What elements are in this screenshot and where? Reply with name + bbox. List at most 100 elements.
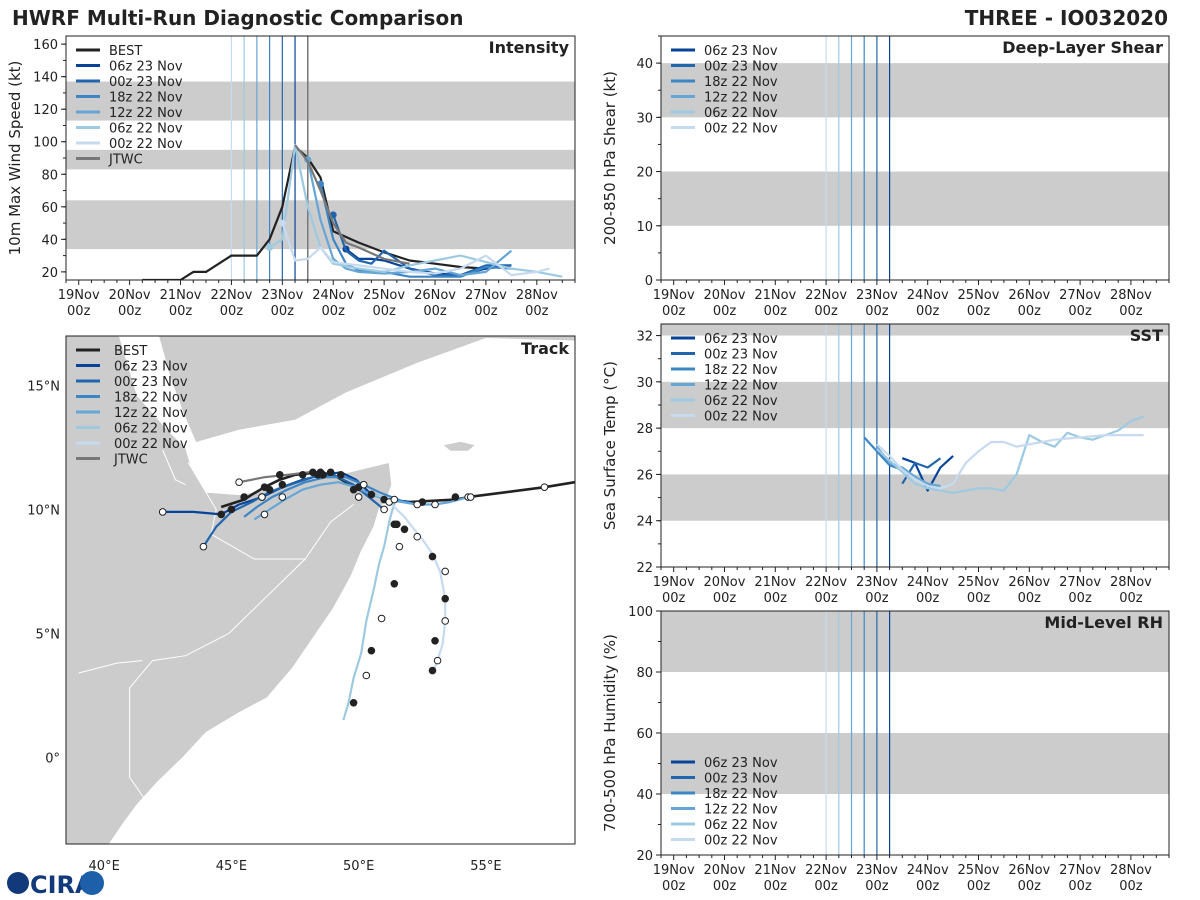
storm-id: THREE - IO032020 [965,6,1168,30]
x-tick-hour-label: 00z [814,591,838,606]
track-position-12z-22-nov [354,493,363,501]
category-band-1 [661,63,1169,118]
x-tick-day-label: 28Nov [1110,288,1152,303]
series-group [863,415,1144,494]
track-position-06z-22-nov [349,698,358,707]
x-tick-hour-label: 00z [372,304,396,319]
y-tick-label: 28 [636,422,653,437]
map-lon-label: 55°E [470,859,501,874]
legend-label-18z-22-nov: 18z 22 Nov [109,91,183,106]
legend-label-12z-22-nov: 12z 22 Nov [109,106,183,121]
track-position-06z-23-nov [217,510,226,519]
x-tick-day-label: 24Nov [907,288,949,303]
x-tick-hour-label: 00z [525,304,549,319]
series-start-point-00z-22-nov [278,219,286,227]
track-position-00z-22-nov [413,532,422,541]
map-lat-label: 15°N [27,380,60,395]
cira-logo-swirl-icon [80,871,104,895]
track-position-06z-22-nov [390,580,399,588]
country-border-2 [78,660,143,674]
map-lat-label: 0° [45,751,60,766]
track-position-06z-22-nov [395,542,404,551]
legend-label-12z-22-nov: 12z 22 Nov [704,379,778,394]
category-band-0 [661,474,1169,521]
x-tick-hour-label: 00z [220,304,244,319]
track-position-06z-23-nov [367,490,376,499]
landmass-arabian-peninsula [158,336,575,444]
y-tick-label: 22 [636,561,653,576]
series-line-00z-22-nov [876,434,1144,490]
x-tick-hour-label: 00z [1119,879,1143,894]
y-tick-label: 10 [636,220,653,235]
x-tick-day-label: 28Nov [1110,575,1152,590]
x-tick-hour-label: 00z [764,304,788,319]
legend-label-06z-22-nov: 06z 22 Nov [704,394,778,409]
legend-label-00z-22-nov: 00z 22 Nov [704,122,778,137]
x-tick-hour-label: 00z [662,304,686,319]
legend-label-18z-22-nov: 18z 22 Nov [704,75,778,90]
legend-label-06z-23-nov: 06z 23 Nov [704,44,778,59]
x-tick-day-label: 21Nov [754,863,796,878]
x-tick-day-label: 27Nov [1059,288,1101,303]
y-tick-label: 60 [41,201,58,216]
y-tick-label: 0 [645,274,653,289]
track-position-18z-22-nov [359,480,368,489]
series-line-00z-23-nov [332,214,512,277]
x-tick-hour-label: 00z [764,879,788,894]
sst-panel: 22242628303219Nov00z20Nov00z21Nov00z22No… [601,323,1170,606]
x-tick-hour-label: 00z [865,879,889,894]
y-tick-label: 60 [636,727,653,742]
series-line-06z-22-nov [269,143,563,278]
legend-label-06z-23-nov: 06z 23 Nov [704,332,778,347]
y-tick-label: 32 [636,330,653,345]
panel-title: SST [1130,326,1163,345]
track-position-best [240,493,248,501]
x-tick-hour-label: 00z [916,879,940,894]
series-line-18z-22-nov [319,183,512,278]
track-position-00z-23-nov [265,485,274,494]
y-axis-label: 200-850 hPa Shear (kt) [601,71,619,245]
figure-title: HWRF Multi-Run Diagnostic Comparison [12,6,463,30]
track-position-06z-22-nov [377,614,386,623]
x-tick-day-label: 20Nov [704,288,746,303]
track-position-best [298,470,307,479]
x-tick-hour-label: 00z [1068,591,1092,606]
x-tick-hour-label: 00z [1018,879,1042,894]
x-tick-day-label: 25Nov [958,288,1000,303]
track-position-12z-22-nov [466,493,475,501]
x-tick-hour-label: 00z [67,304,91,319]
x-tick-day-label: 20Nov [109,288,151,303]
x-tick-day-label: 25Nov [958,863,1000,878]
x-tick-hour-label: 00z [865,304,889,319]
series-line-00z-22-nov [281,222,550,277]
legend-label-00z-22-nov: 00z 22 Nov [109,137,183,152]
x-tick-hour-label: 00z [662,591,686,606]
x-tick-day-label: 24Nov [907,863,949,878]
rh-panel: 2040608010019Nov00z20Nov00z21Nov00z22Nov… [601,605,1170,894]
legend-label-06z-22-nov: 06z 22 Nov [109,122,183,137]
legend-label-18z-22-nov: 18z 22 Nov [114,391,188,406]
x-tick-hour-label: 00z [1068,879,1092,894]
x-tick-hour-label: 00z [916,591,940,606]
y-tick-label: 20 [636,166,653,181]
track-position-best [275,470,284,479]
x-tick-day-label: 24Nov [312,288,354,303]
x-tick-day-label: 19Nov [653,288,695,303]
legend-label-00z-22-nov: 00z 22 Nov [704,834,778,849]
category-band-1 [66,149,575,170]
x-tick-hour-label: 00z [474,304,498,319]
category-band-0 [661,171,1169,226]
y-tick-label: 26 [636,468,653,483]
y-tick-label: 30 [636,376,653,391]
track-position-00z-23-nov [349,485,358,494]
legend-label-06z-22-nov: 06z 22 Nov [114,422,188,437]
category-band-0 [661,733,1169,794]
x-tick-day-label: 28Nov [1110,863,1152,878]
series-line-12z-22-nov [876,446,941,488]
y-tick-label: 24 [636,515,653,530]
track-position-00z-22-nov [441,567,450,576]
map-lon-label: 50°E [343,859,374,874]
track-position-jtwc [235,478,243,487]
track-position-12z-22-nov [431,500,439,509]
legend-label-jtwc: JTWC [108,153,143,168]
